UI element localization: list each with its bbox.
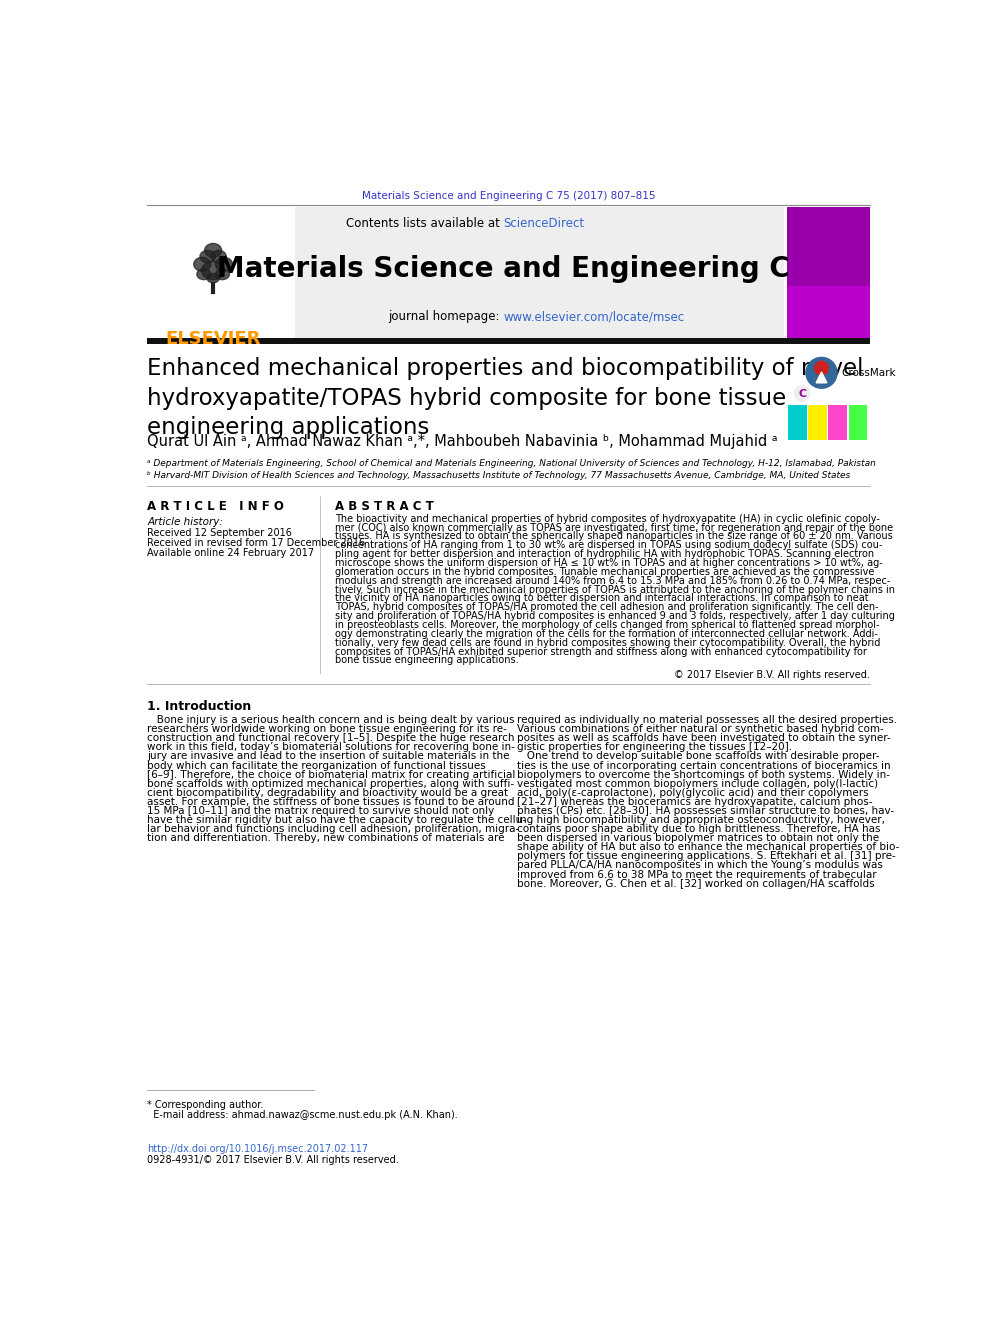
Ellipse shape — [215, 269, 229, 279]
Text: TOPAS, hybrid composites of TOPAS/HA promoted the cell adhesion and proliferatio: TOPAS, hybrid composites of TOPAS/HA pro… — [335, 602, 879, 613]
Text: bone scaffolds with optimized mechanical properties, along with suffi-: bone scaffolds with optimized mechanical… — [147, 779, 515, 789]
Text: www.elsevier.com/locate/msec: www.elsevier.com/locate/msec — [504, 311, 684, 323]
Text: bone. Moreover, G. Chen et al. [32] worked on collagen/HA scaffolds: bone. Moreover, G. Chen et al. [32] work… — [517, 878, 875, 889]
Text: E-mail address: ahmad.nawaz@scme.nust.edu.pk (A.N. Khan).: E-mail address: ahmad.nawaz@scme.nust.ed… — [147, 1110, 458, 1119]
Text: Qurat Ul Ain ᵃ, Ahmad Nawaz Khan ᵃ,*, Mahboubeh Nabavinia ᵇ, Mohammad Mujahid ᵃ: Qurat Ul Ain ᵃ, Ahmad Nawaz Khan ᵃ,*, Ma… — [147, 434, 778, 450]
Text: Enhanced mechanical properties and biocompatibility of novel
hydroxyapatite/TOPA: Enhanced mechanical properties and bioco… — [147, 357, 864, 439]
Text: Bone injury is a serious health concern and is being dealt by various: Bone injury is a serious health concern … — [147, 716, 515, 725]
Text: been dispersed in various biopolymer matrices to obtain not only the: been dispersed in various biopolymer mat… — [517, 833, 879, 843]
Text: lar behavior and functions including cell adhesion, proliferation, migra-: lar behavior and functions including cel… — [147, 824, 520, 833]
Text: phates (CPs) etc. [28–30]. HA possesses similar structure to bones, hav-: phates (CPs) etc. [28–30]. HA possesses … — [517, 806, 894, 816]
Text: glomeration occurs in the hybrid composites. Tunable mechanical properties are a: glomeration occurs in the hybrid composi… — [335, 566, 874, 577]
Text: vestigated most common biopolymers include collagen, poly(l-lactic): vestigated most common biopolymers inclu… — [517, 779, 878, 789]
Text: * Corresponding author.: * Corresponding author. — [147, 1099, 264, 1110]
Circle shape — [795, 386, 809, 401]
Ellipse shape — [193, 257, 210, 271]
Bar — [808, 405, 827, 439]
Text: construction and functional recovery [1–5]. Despite the huge research: construction and functional recovery [1–… — [147, 733, 515, 744]
Text: ing high biocompatibility and appropriate osteoconductivity, however,: ing high biocompatibility and appropriat… — [517, 815, 885, 826]
Bar — [828, 405, 847, 439]
Text: Available online 24 February 2017: Available online 24 February 2017 — [147, 548, 314, 558]
Bar — [147, 339, 870, 344]
Text: tionally, very few dead cells are found in hybrid composites showing their cytoc: tionally, very few dead cells are found … — [335, 638, 880, 648]
Text: improved from 6.6 to 38 MPa to meet the requirements of trabecular: improved from 6.6 to 38 MPa to meet the … — [517, 869, 877, 880]
Text: acid, poly(ε-caprolactone), poly(glycolic acid) and their copolymers: acid, poly(ε-caprolactone), poly(glycoli… — [517, 787, 869, 798]
Bar — [787, 286, 870, 340]
Text: Materials Science and Engineering C 75 (2017) 807–815: Materials Science and Engineering C 75 (… — [362, 191, 655, 201]
Text: 1. Introduction: 1. Introduction — [147, 700, 252, 713]
Text: tively. Such increase in the mechanical properties of TOPAS is attributed to the: tively. Such increase in the mechanical … — [335, 585, 895, 594]
Text: Various combinations of either natural or synthetic based hybrid com-: Various combinations of either natural o… — [517, 724, 884, 734]
Text: shape ability of HA but also to enhance the mechanical properties of bio-: shape ability of HA but also to enhance … — [517, 843, 900, 852]
Circle shape — [806, 357, 837, 388]
Text: tissues. HA is synthesized to obtain the spherically shaped nanoparticles in the: tissues. HA is synthesized to obtain the… — [335, 532, 893, 541]
Ellipse shape — [215, 257, 232, 271]
Ellipse shape — [210, 250, 226, 263]
Text: researchers worldwide working on bone tissue engineering for its re-: researchers worldwide working on bone ti… — [147, 724, 507, 734]
Text: body which can facilitate the reorganization of functional tissues: body which can facilitate the reorganiza… — [147, 761, 486, 770]
Text: [6–9]. Therefore, the choice of biomaterial matrix for creating artificial: [6–9]. Therefore, the choice of biomater… — [147, 770, 516, 779]
Text: jury are invasive and lead to the insertion of suitable materials in the: jury are invasive and lead to the insert… — [147, 751, 510, 762]
Text: ᵇ Harvard-MIT Division of Health Sciences and Technology, Massachusetts Institut: ᵇ Harvard-MIT Division of Health Science… — [147, 471, 850, 480]
Text: polymers for tissue engineering applications. S. Eftekhari et al. [31] pre-: polymers for tissue engineering applicat… — [517, 852, 896, 861]
Bar — [848, 405, 867, 439]
Text: A R T I C L E   I N F O: A R T I C L E I N F O — [147, 500, 284, 513]
Text: sity and proliferation of TOPAS/HA hybrid composites is enhanced 9 and 3 folds, : sity and proliferation of TOPAS/HA hybri… — [335, 611, 895, 620]
Text: biopolymers to overcome the shortcomings of both systems. Widely in-: biopolymers to overcome the shortcomings… — [517, 770, 890, 779]
Text: 15 MPa [10–11] and the matrix required to survive should not only: 15 MPa [10–11] and the matrix required t… — [147, 806, 494, 816]
Text: have the similar rigidity but also have the capacity to regulate the cellu-: have the similar rigidity but also have … — [147, 815, 526, 826]
Text: concentrations of HA ranging from 1 to 30 wt% are dispersed in TOPAS using sodiu: concentrations of HA ranging from 1 to 3… — [335, 540, 882, 550]
Text: pared PLLA/CA/HA nanocomposites in which the Young’s modulus was: pared PLLA/CA/HA nanocomposites in which… — [517, 860, 883, 871]
Polygon shape — [816, 372, 827, 382]
Text: © 2017 Elsevier B.V. All rights reserved.: © 2017 Elsevier B.V. All rights reserved… — [674, 671, 870, 680]
Text: ELSEVIER: ELSEVIER — [166, 329, 261, 348]
Text: Article history:: Article history: — [147, 517, 223, 527]
Text: ScienceDirect: ScienceDirect — [504, 217, 585, 229]
Text: MATERIALS
SCIENCE &
ENGINEERING: MATERIALS SCIENCE & ENGINEERING — [798, 344, 857, 374]
Bar — [147, 208, 295, 340]
Text: journal homepage:: journal homepage: — [389, 311, 504, 323]
Text: mer (COC) also known commercially as TOPAS are investigated, first time, for reg: mer (COC) also known commercially as TOP… — [335, 523, 893, 533]
Text: [21–27] whereas the bioceramics are hydroxyapatite, calcium phos-: [21–27] whereas the bioceramics are hydr… — [517, 796, 872, 807]
Text: in preosteoblasts cells. Moreover, the morphology of cells changed from spherica: in preosteoblasts cells. Moreover, the m… — [335, 620, 879, 630]
Text: http://dx.doi.org/10.1016/j.msec.2017.02.117: http://dx.doi.org/10.1016/j.msec.2017.02… — [147, 1144, 368, 1155]
Text: posites as well as scaffolds have been investigated to obtain the syner-: posites as well as scaffolds have been i… — [517, 733, 891, 744]
Ellipse shape — [196, 269, 210, 279]
Ellipse shape — [207, 274, 219, 283]
Text: work in this field, today’s biomaterial solutions for recovering bone in-: work in this field, today’s biomaterial … — [147, 742, 515, 753]
Bar — [295, 208, 785, 340]
Text: contains poor shape ability due to high brittleness. Therefore, HA has: contains poor shape ability due to high … — [517, 824, 881, 833]
Ellipse shape — [201, 261, 225, 279]
Text: Contents lists available at: Contents lists available at — [346, 217, 504, 229]
Text: 0928-4931/© 2017 Elsevier B.V. All rights reserved.: 0928-4931/© 2017 Elsevier B.V. All right… — [147, 1155, 399, 1166]
Text: bone tissue engineering applications.: bone tissue engineering applications. — [335, 655, 519, 665]
Text: gistic properties for engineering the tissues [12–20].: gistic properties for engineering the ti… — [517, 742, 792, 753]
Text: cient biocompatibility, degradability and bioactivity would be a great: cient biocompatibility, degradability an… — [147, 787, 508, 798]
Text: A B S T R A C T: A B S T R A C T — [335, 500, 434, 513]
Text: ties is the use of incorporating certain concentrations of bioceramics in: ties is the use of incorporating certain… — [517, 761, 891, 770]
Text: microscope shows the uniform dispersion of HA ≤ 10 wt% in TOPAS and at higher co: microscope shows the uniform dispersion … — [335, 558, 883, 568]
Ellipse shape — [204, 243, 221, 257]
Circle shape — [814, 361, 828, 376]
Text: tion and differentiation. Thereby, new combinations of materials are: tion and differentiation. Thereby, new c… — [147, 833, 505, 843]
Text: One trend to develop suitable bone scaffolds with desirable proper-: One trend to develop suitable bone scaff… — [517, 751, 880, 762]
Text: ᵃ Department of Materials Engineering, School of Chemical and Materials Engineer: ᵃ Department of Materials Engineering, S… — [147, 459, 876, 468]
Text: CrossMark: CrossMark — [841, 368, 897, 378]
Text: Materials Science and Engineering C: Materials Science and Engineering C — [217, 255, 790, 283]
Ellipse shape — [200, 250, 215, 263]
Text: the vicinity of HA nanoparticles owing to better dispersion and interfacial inte: the vicinity of HA nanoparticles owing t… — [335, 594, 868, 603]
Text: Received 12 September 2016: Received 12 September 2016 — [147, 528, 292, 538]
Text: pling agent for better dispersion and interaction of hydrophilic HA with hydroph: pling agent for better dispersion and in… — [335, 549, 874, 560]
Text: required as individually no material possesses all the desired properties.: required as individually no material pos… — [517, 716, 897, 725]
Text: modulus and strength are increased around 140% from 6.4 to 15.3 MPa and 185% fro: modulus and strength are increased aroun… — [335, 576, 890, 586]
Text: asset. For example, the stiffness of bone tissues is found to be around: asset. For example, the stiffness of bon… — [147, 796, 515, 807]
Text: ogy demonstrating clearly the migration of the cells for the formation of interc: ogy demonstrating clearly the migration … — [335, 628, 878, 639]
Text: C: C — [798, 389, 806, 398]
Text: The bioactivity and mechanical properties of hybrid composites of hydroxyapatite: The bioactivity and mechanical propertie… — [335, 513, 880, 524]
Text: Received in revised form 17 December 2016: Received in revised form 17 December 201… — [147, 538, 365, 548]
Bar — [787, 208, 870, 340]
Text: composites of TOPAS/HA exhibited superior strength and stiffness along with enha: composites of TOPAS/HA exhibited superio… — [335, 647, 867, 656]
Bar — [789, 405, 806, 439]
